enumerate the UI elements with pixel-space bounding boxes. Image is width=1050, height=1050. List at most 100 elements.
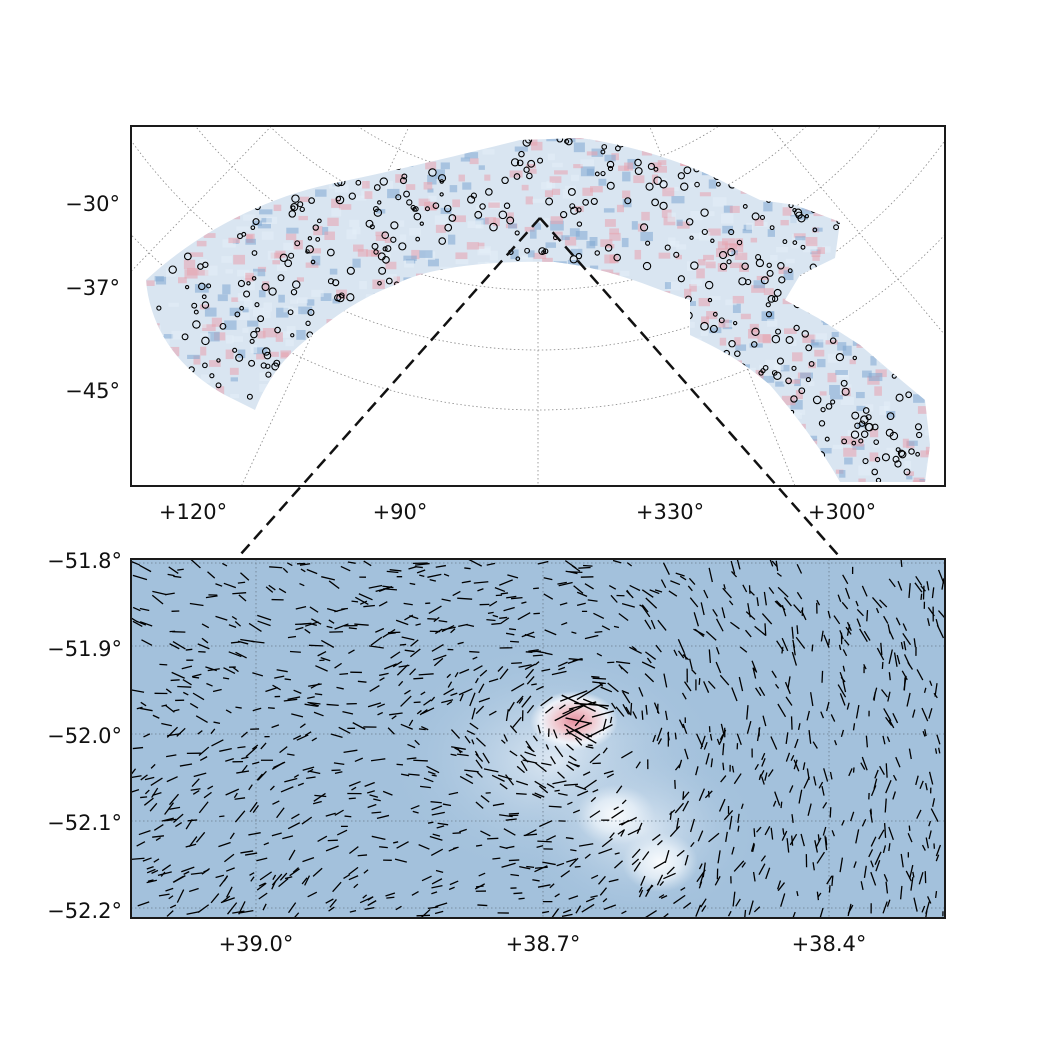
polarization-vector bbox=[203, 791, 212, 799]
polarization-vector bbox=[676, 817, 680, 830]
polarization-vector bbox=[709, 733, 713, 741]
polarization-vector bbox=[764, 772, 768, 781]
map-pixel bbox=[931, 346, 943, 351]
map-pixel bbox=[215, 442, 225, 452]
map-pixel bbox=[354, 393, 362, 403]
polarization-vector bbox=[219, 875, 228, 887]
map-pixel bbox=[410, 142, 421, 147]
polarization-vector bbox=[826, 875, 833, 885]
map-pixel bbox=[286, 435, 300, 445]
source-ring bbox=[466, 359, 471, 365]
polarization-vector bbox=[245, 746, 258, 758]
source-ring bbox=[626, 349, 635, 358]
polarization-vector bbox=[321, 576, 335, 581]
map-pixel bbox=[923, 262, 930, 272]
map-pixel bbox=[430, 138, 440, 140]
polarization-vector bbox=[386, 896, 395, 899]
map-pixel bbox=[471, 392, 481, 402]
polarization-vector bbox=[431, 774, 437, 777]
map-pixel bbox=[653, 165, 667, 173]
map-pixel bbox=[849, 281, 861, 289]
map-pixel bbox=[364, 466, 373, 476]
map-pixel bbox=[732, 295, 745, 304]
polarization-vector bbox=[885, 716, 893, 726]
map-pixel bbox=[546, 357, 555, 364]
polarization-vector bbox=[166, 910, 174, 917]
map-pixel bbox=[784, 452, 793, 457]
map-pixel bbox=[352, 258, 361, 268]
polarization-vector bbox=[731, 765, 735, 773]
map-pixel bbox=[247, 320, 259, 327]
source-ring bbox=[443, 204, 452, 213]
source-ring bbox=[667, 368, 673, 374]
polarization-vector bbox=[240, 731, 248, 738]
source-ring bbox=[501, 176, 509, 185]
polarization-vector bbox=[913, 897, 918, 912]
source-ring bbox=[775, 328, 782, 335]
map-pixel bbox=[814, 151, 827, 161]
polarization-vector bbox=[263, 842, 270, 846]
map-pixel bbox=[554, 313, 567, 318]
source-ring bbox=[439, 296, 444, 301]
source-ring bbox=[453, 461, 459, 467]
map-pixel bbox=[756, 395, 768, 400]
map-pixel bbox=[605, 389, 617, 394]
polarization-vector bbox=[379, 677, 385, 682]
polarization-vector bbox=[271, 832, 282, 837]
map-pixel bbox=[495, 474, 505, 480]
map-pixel bbox=[818, 300, 828, 305]
polarization-vector bbox=[720, 775, 727, 783]
map-pixel bbox=[215, 138, 222, 139]
source-ring bbox=[438, 393, 446, 401]
map-pixel bbox=[646, 420, 660, 428]
polarization-vector bbox=[427, 771, 436, 775]
map-pixel bbox=[588, 397, 599, 404]
map-pixel bbox=[931, 184, 942, 190]
source-ring bbox=[480, 474, 486, 481]
polarization-vector bbox=[618, 819, 632, 826]
source-ring bbox=[254, 302, 260, 308]
map-pixel bbox=[802, 334, 816, 343]
source-ring bbox=[329, 176, 336, 182]
source-ring bbox=[649, 350, 657, 357]
polarization-vector bbox=[400, 773, 410, 777]
polarization-vector bbox=[817, 834, 820, 842]
source-ring bbox=[237, 233, 244, 240]
polarization-vector bbox=[593, 612, 605, 620]
map-pixel bbox=[324, 392, 339, 397]
polarization-vector bbox=[224, 853, 235, 863]
source-ring bbox=[348, 192, 356, 200]
polarization-vector bbox=[225, 788, 240, 796]
polarization-vector bbox=[703, 741, 708, 750]
map-pixel bbox=[565, 344, 578, 354]
source-ring bbox=[802, 272, 810, 280]
map-pixel bbox=[152, 152, 165, 159]
polarization-vector bbox=[557, 581, 567, 585]
source-ring bbox=[226, 152, 233, 159]
polarization-vector bbox=[503, 828, 516, 836]
map-pixel bbox=[750, 237, 758, 243]
map-pixel bbox=[886, 447, 895, 457]
polarization-vector bbox=[353, 883, 359, 889]
source-ring bbox=[605, 385, 614, 395]
polarization-vector bbox=[848, 768, 853, 777]
polarization-vector bbox=[284, 876, 293, 880]
polarization-vector bbox=[915, 575, 923, 586]
polarization-vector bbox=[865, 735, 869, 748]
polarization-vector bbox=[638, 687, 644, 697]
source-ring bbox=[263, 470, 271, 478]
source-ring bbox=[855, 283, 862, 289]
map-pixel bbox=[853, 212, 867, 222]
polarization-vector bbox=[629, 646, 642, 655]
map-pixel bbox=[825, 152, 834, 159]
map-pixel bbox=[729, 154, 737, 162]
map-pixel bbox=[722, 238, 736, 246]
map-pixel bbox=[484, 174, 491, 181]
map-pixel bbox=[790, 242, 800, 249]
map-pixel bbox=[505, 340, 520, 350]
polarization-vector bbox=[931, 587, 935, 599]
map-pixel bbox=[541, 182, 552, 190]
map-pixel bbox=[900, 347, 911, 354]
polarization-vector bbox=[398, 680, 404, 687]
source-ring bbox=[281, 407, 288, 414]
